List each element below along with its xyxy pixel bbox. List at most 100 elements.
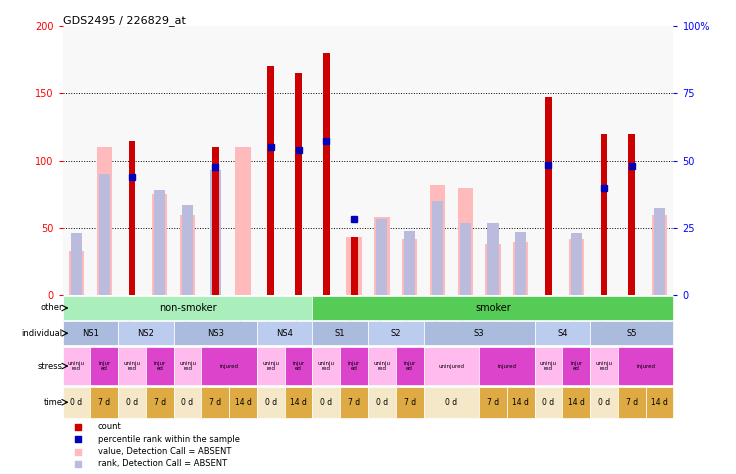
Bar — [423, 321, 534, 346]
Bar — [515, 232, 526, 295]
Text: uninju
red: uninju red — [373, 361, 390, 372]
Bar — [63, 387, 91, 418]
Text: injur
ed: injur ed — [348, 361, 360, 372]
Text: value, Detection Call = ABSENT: value, Detection Call = ABSENT — [98, 447, 231, 456]
Bar — [618, 346, 673, 385]
Bar — [485, 244, 500, 295]
Text: 7 d: 7 d — [403, 398, 416, 407]
Bar — [513, 242, 528, 295]
Text: NS1: NS1 — [82, 329, 99, 338]
Bar — [534, 321, 590, 346]
Bar — [96, 147, 112, 295]
Bar — [71, 233, 82, 295]
Bar — [618, 387, 645, 418]
Bar — [562, 346, 590, 385]
Text: NS4: NS4 — [276, 329, 293, 338]
Text: 7 d: 7 d — [348, 398, 360, 407]
Text: S3: S3 — [474, 329, 484, 338]
Text: injur
ed: injur ed — [98, 361, 110, 372]
Text: rank, Detection Call = ABSENT: rank, Detection Call = ABSENT — [98, 459, 227, 468]
Bar — [432, 201, 443, 295]
Text: 14 d: 14 d — [651, 398, 668, 407]
Text: injured: injured — [498, 364, 517, 369]
Bar — [423, 346, 479, 385]
Text: 7 d: 7 d — [487, 398, 499, 407]
Text: uninju
red: uninju red — [179, 361, 196, 372]
Bar — [146, 346, 174, 385]
Bar — [118, 321, 174, 346]
Text: 0 d: 0 d — [320, 398, 333, 407]
Text: 7 d: 7 d — [98, 398, 110, 407]
Bar — [404, 231, 415, 295]
Text: 7 d: 7 d — [154, 398, 166, 407]
Bar — [210, 170, 221, 295]
Text: uninjured: uninjured — [439, 364, 464, 369]
Bar — [118, 346, 146, 385]
Bar — [368, 321, 423, 346]
Bar — [174, 387, 202, 418]
Bar — [570, 233, 582, 295]
Bar — [99, 174, 110, 295]
Bar — [212, 147, 219, 295]
Text: 0 d: 0 d — [182, 398, 194, 407]
Bar — [146, 387, 174, 418]
Text: uninju
red: uninju red — [262, 361, 280, 372]
Bar — [236, 147, 251, 295]
Bar — [350, 237, 358, 295]
Text: GDS2495 / 226829_at: GDS2495 / 226829_at — [63, 15, 185, 26]
Text: stress: stress — [38, 362, 63, 371]
Bar — [285, 387, 313, 418]
Bar — [182, 205, 193, 295]
Bar — [652, 215, 668, 295]
Bar — [129, 140, 135, 295]
Text: S2: S2 — [391, 329, 401, 338]
Text: smoker: smoker — [475, 303, 511, 313]
Bar — [590, 346, 618, 385]
Text: 14 d: 14 d — [290, 398, 307, 407]
Bar — [654, 208, 665, 295]
Text: 0 d: 0 d — [126, 398, 138, 407]
Text: uninju
red: uninju red — [595, 361, 612, 372]
Bar — [285, 346, 313, 385]
Text: injur
ed: injur ed — [570, 361, 582, 372]
Text: 7 d: 7 d — [626, 398, 638, 407]
Bar — [629, 134, 635, 295]
Bar — [376, 219, 387, 295]
Bar — [91, 346, 118, 385]
Bar — [458, 188, 473, 295]
Text: S5: S5 — [626, 329, 637, 338]
Bar — [479, 387, 507, 418]
Bar — [340, 346, 368, 385]
Text: 0 d: 0 d — [598, 398, 610, 407]
Text: injur
ed: injur ed — [403, 361, 416, 372]
Bar — [645, 387, 673, 418]
Text: 14 d: 14 d — [512, 398, 529, 407]
Bar — [590, 387, 618, 418]
Bar — [479, 346, 534, 385]
Text: 0 d: 0 d — [265, 398, 277, 407]
Bar — [63, 321, 118, 346]
Bar — [402, 239, 417, 295]
Bar — [313, 387, 340, 418]
Text: 0 d: 0 d — [445, 398, 457, 407]
Bar — [257, 346, 285, 385]
Text: NS2: NS2 — [138, 329, 155, 338]
Text: injured: injured — [219, 364, 238, 369]
Text: other: other — [40, 303, 63, 312]
Bar — [229, 387, 257, 418]
Text: count: count — [98, 422, 121, 431]
Bar — [396, 387, 423, 418]
Text: individual: individual — [21, 329, 63, 338]
Bar — [601, 134, 607, 295]
Text: uninju
red: uninju red — [68, 361, 85, 372]
Text: S4: S4 — [557, 329, 567, 338]
Bar — [118, 387, 146, 418]
Bar — [423, 387, 479, 418]
Bar — [374, 217, 389, 295]
Text: 7 d: 7 d — [209, 398, 222, 407]
Text: 14 d: 14 d — [235, 398, 252, 407]
Text: uninju
red: uninju red — [540, 361, 557, 372]
Text: uninju
red: uninju red — [318, 361, 335, 372]
Bar — [257, 321, 313, 346]
Bar — [545, 98, 552, 295]
